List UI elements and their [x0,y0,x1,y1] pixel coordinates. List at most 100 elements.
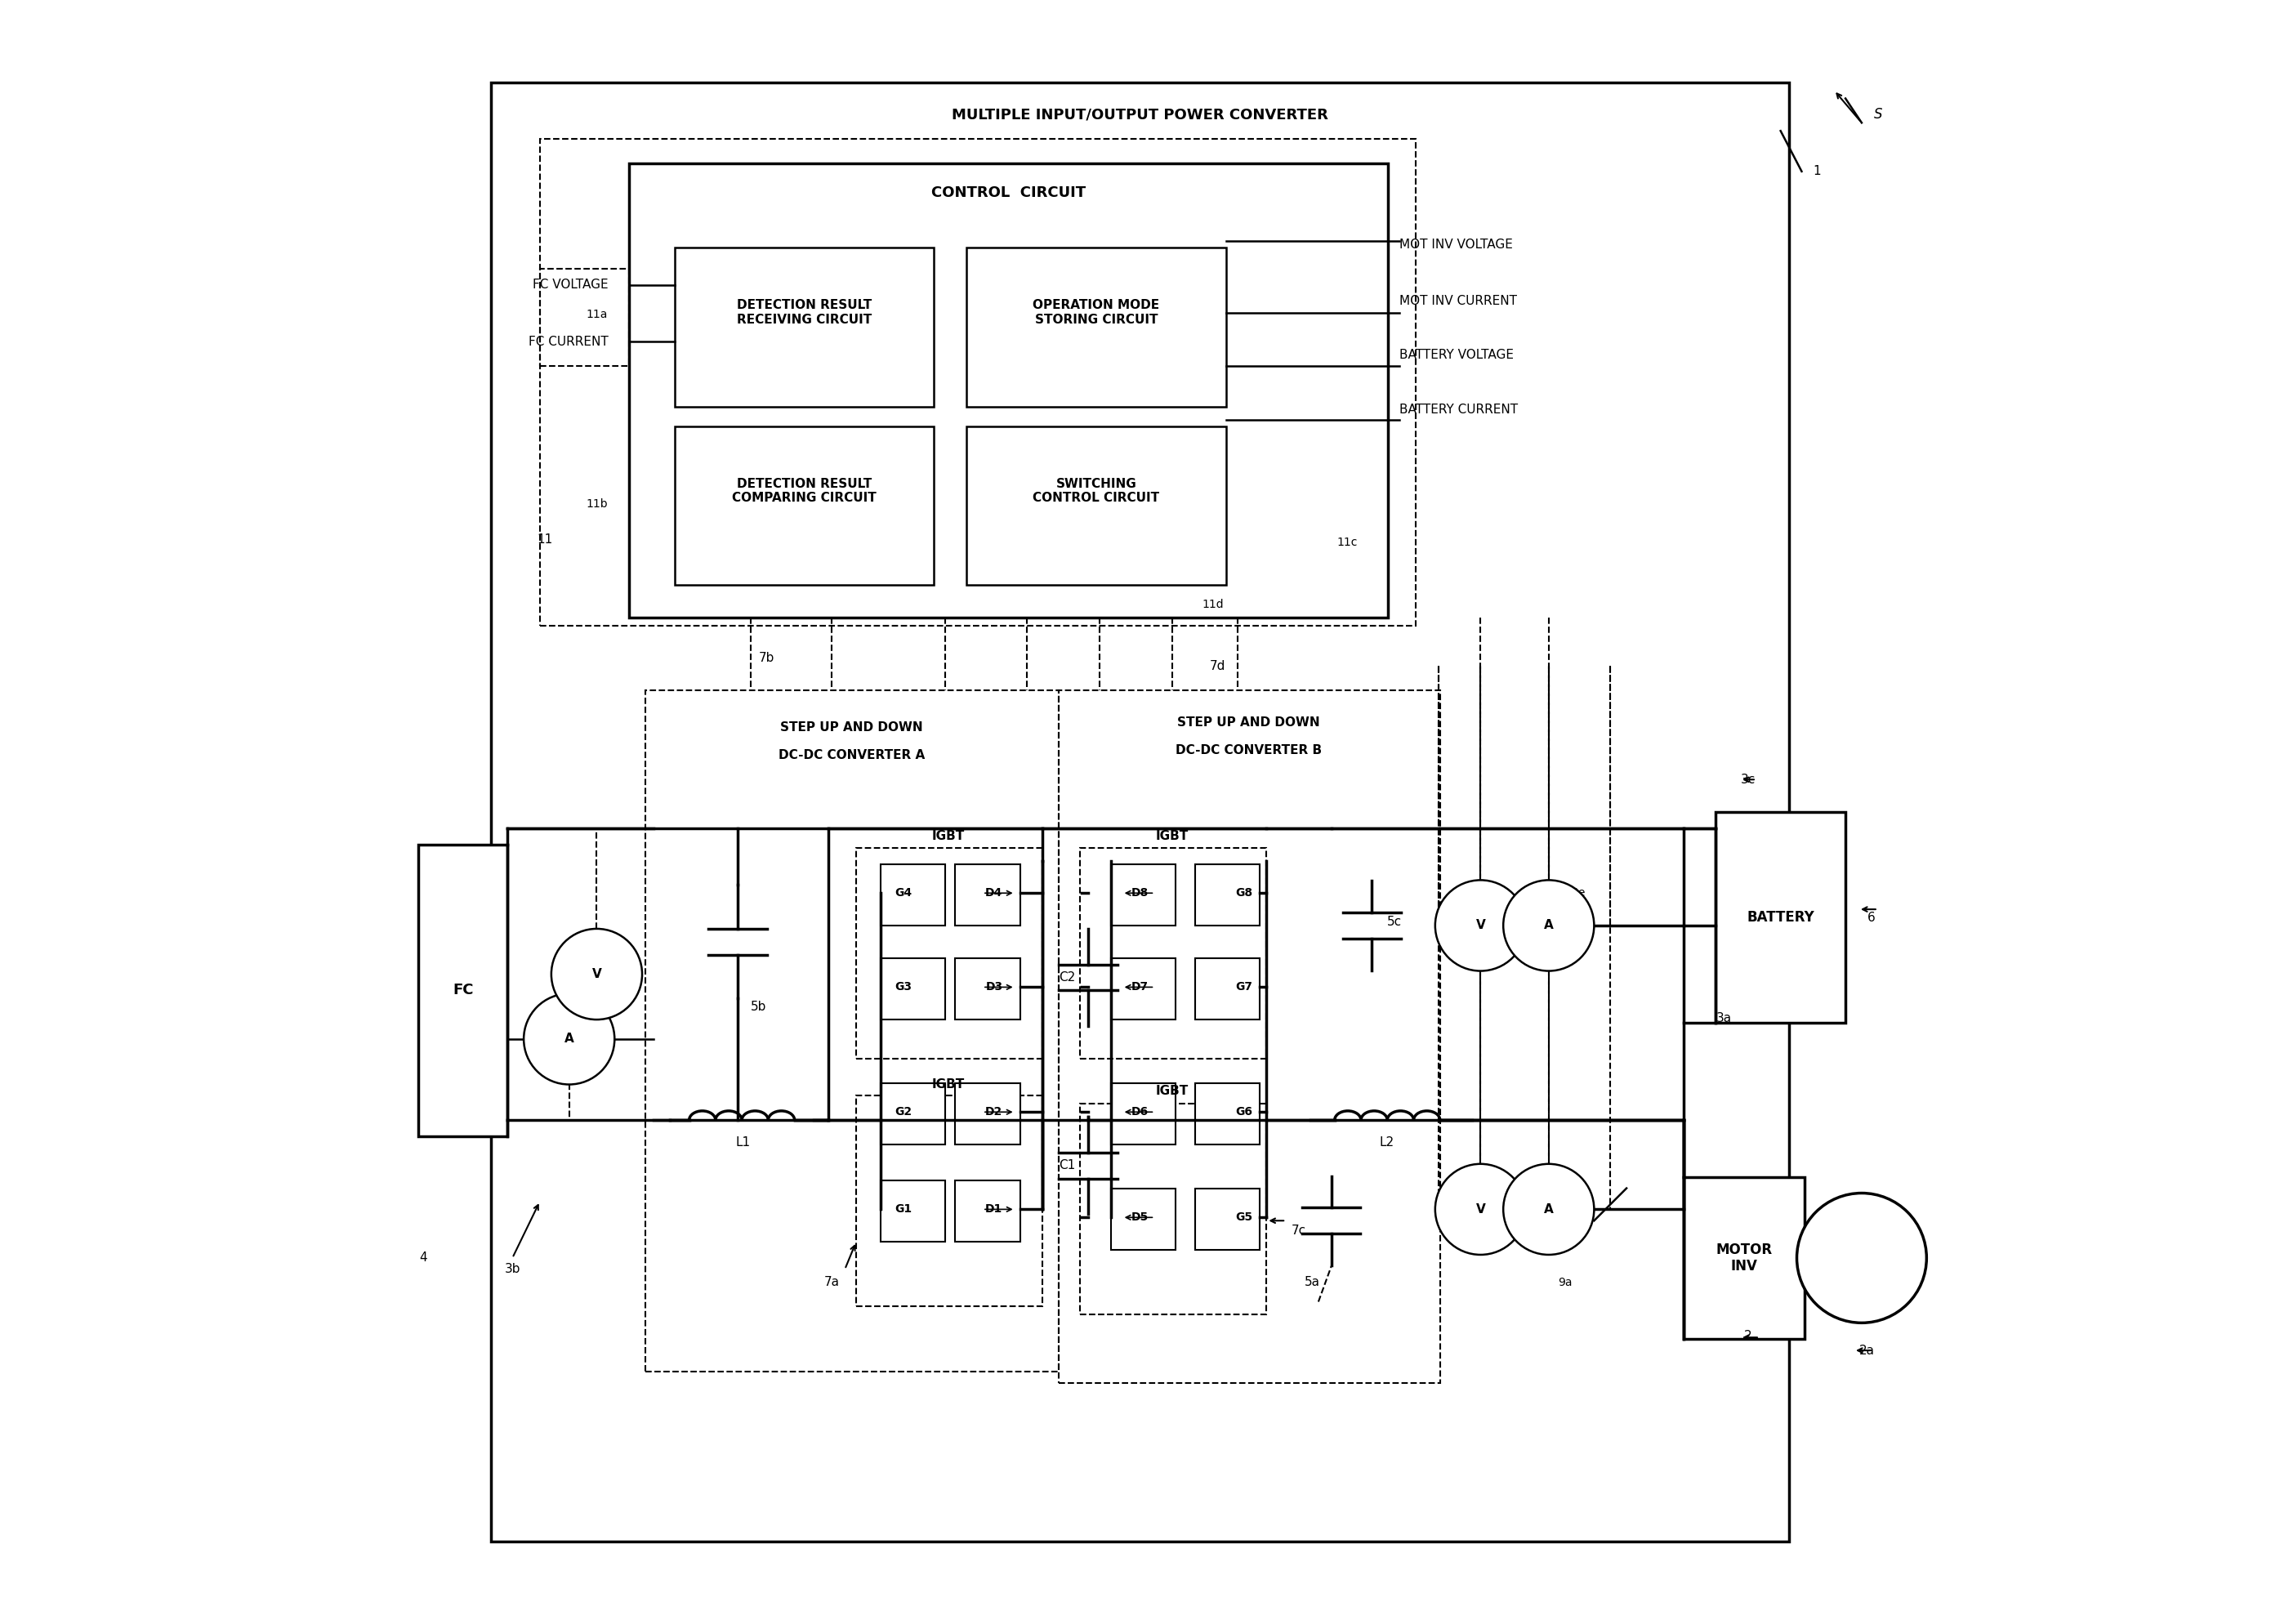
Text: IGBT: IGBT [1156,830,1188,843]
Text: G8: G8 [1236,887,1252,898]
Text: D5: D5 [1131,1212,1149,1223]
Text: D4: D4 [985,887,1003,898]
Bar [955,864,1019,926]
Text: 9f: 9f [1455,887,1466,898]
Text: C2: C2 [1058,971,1076,984]
Bar [1081,1104,1265,1315]
Text: G6: G6 [1236,1106,1252,1117]
Text: V: V [1475,919,1484,932]
Text: 3b: 3b [504,1263,520,1275]
Text: IGBT: IGBT [933,1078,964,1091]
Text: 9c: 9c [547,1062,559,1073]
Text: 7a: 7a [823,1276,839,1288]
Bar [1110,1189,1176,1250]
Text: G3: G3 [894,981,912,992]
Text: BATTERY: BATTERY [1746,909,1815,924]
Text: MULTIPLE INPUT/OUTPUT POWER CONVERTER: MULTIPLE INPUT/OUTPUT POWER CONVERTER [951,107,1329,122]
Bar [1195,958,1261,1020]
Bar [857,1096,1042,1307]
Circle shape [524,994,616,1085]
Text: C1: C1 [1058,1160,1076,1171]
Text: DC-DC CONVERTER A: DC-DC CONVERTER A [777,749,926,762]
Bar [880,1083,946,1145]
Text: 7b: 7b [759,651,775,664]
Text: D1: D1 [985,1203,1003,1215]
Text: A: A [1544,1203,1553,1215]
Bar [880,1181,946,1242]
Text: D6: D6 [1131,1106,1149,1117]
Text: D8: D8 [1131,887,1149,898]
Text: 11d: 11d [1202,599,1224,611]
Text: 7c: 7c [1290,1224,1306,1236]
Text: 11c: 11c [1336,538,1359,549]
Bar [880,864,946,926]
Circle shape [1434,880,1525,971]
Bar [857,848,1042,1059]
Bar [955,1083,1019,1145]
Bar [490,83,1790,1541]
Bar [1195,1189,1261,1250]
Text: CONTROL  CIRCUIT: CONTROL CIRCUIT [933,185,1085,200]
Text: BATTERY CURRENT: BATTERY CURRENT [1400,404,1518,416]
Bar [1081,848,1265,1059]
Bar [417,844,508,1137]
Bar [967,425,1227,585]
Text: 5a: 5a [1304,1276,1320,1288]
Bar [1195,864,1261,926]
Text: 9a: 9a [1557,1276,1571,1288]
Text: IGBT: IGBT [933,830,964,843]
Text: G1: G1 [894,1203,912,1215]
Text: IGBT: IGBT [1156,1085,1188,1098]
Text: FC: FC [451,983,474,997]
Text: STEP UP AND DOWN: STEP UP AND DOWN [1176,716,1320,729]
Bar [675,425,935,585]
Bar [540,140,1416,625]
Text: SWITCHING
CONTROL CIRCUIT: SWITCHING CONTROL CIRCUIT [1033,477,1161,503]
Text: DETECTION RESULT
COMPARING CIRCUIT: DETECTION RESULT COMPARING CIRCUIT [732,477,876,503]
Bar [955,958,1019,1020]
Text: D2: D2 [985,1106,1003,1117]
Text: 1: 1 [1813,166,1822,177]
Text: L2: L2 [1379,1137,1393,1148]
Text: 3c: 3c [1740,773,1756,786]
Circle shape [552,929,643,1020]
Circle shape [1503,880,1594,971]
Text: 3a: 3a [1717,1012,1731,1025]
Text: MOTOR: MOTOR [1835,1252,1888,1263]
Text: 2: 2 [1744,1330,1751,1341]
Text: MOT INV VOLTAGE: MOT INV VOLTAGE [1400,239,1514,250]
Text: D3: D3 [985,981,1003,992]
Bar [1717,812,1845,1023]
Bar [967,247,1227,406]
Text: 11: 11 [538,533,552,546]
Text: BATTERY VOLTAGE: BATTERY VOLTAGE [1400,349,1514,361]
Text: FC CURRENT: FC CURRENT [529,336,609,348]
Text: DETECTION RESULT
RECEIVING CIRCUIT: DETECTION RESULT RECEIVING CIRCUIT [736,299,871,326]
Text: 7d: 7d [1211,659,1227,672]
Text: STEP UP AND DOWN: STEP UP AND DOWN [780,721,923,734]
Text: G4: G4 [894,887,912,898]
Text: DC-DC CONVERTER B: DC-DC CONVERTER B [1176,744,1322,757]
Text: 4: 4 [420,1252,426,1263]
Bar [1110,864,1176,926]
Bar [880,958,946,1020]
Text: G7: G7 [1236,981,1252,992]
Text: V: V [1475,1203,1484,1215]
Text: S: S [1874,107,1883,122]
Text: MOT INV CURRENT: MOT INV CURRENT [1400,296,1516,307]
Bar [675,247,935,406]
Circle shape [1503,1164,1594,1255]
Text: 9e: 9e [1571,887,1585,898]
Bar [540,268,629,365]
Bar [1110,958,1176,1020]
Text: 9d: 9d [595,1009,609,1020]
Text: FC VOLTAGE: FC VOLTAGE [534,279,609,291]
Text: G2: G2 [894,1106,912,1117]
Bar [645,690,1058,1372]
Bar [1058,690,1441,1384]
Text: OPERATION MODE
STORING CIRCUIT: OPERATION MODE STORING CIRCUIT [1033,299,1161,326]
Bar [629,164,1389,617]
Text: 5b: 5b [750,1000,766,1013]
Text: MOTOR
INV: MOTOR INV [1717,1242,1772,1273]
Text: A: A [1544,919,1553,932]
